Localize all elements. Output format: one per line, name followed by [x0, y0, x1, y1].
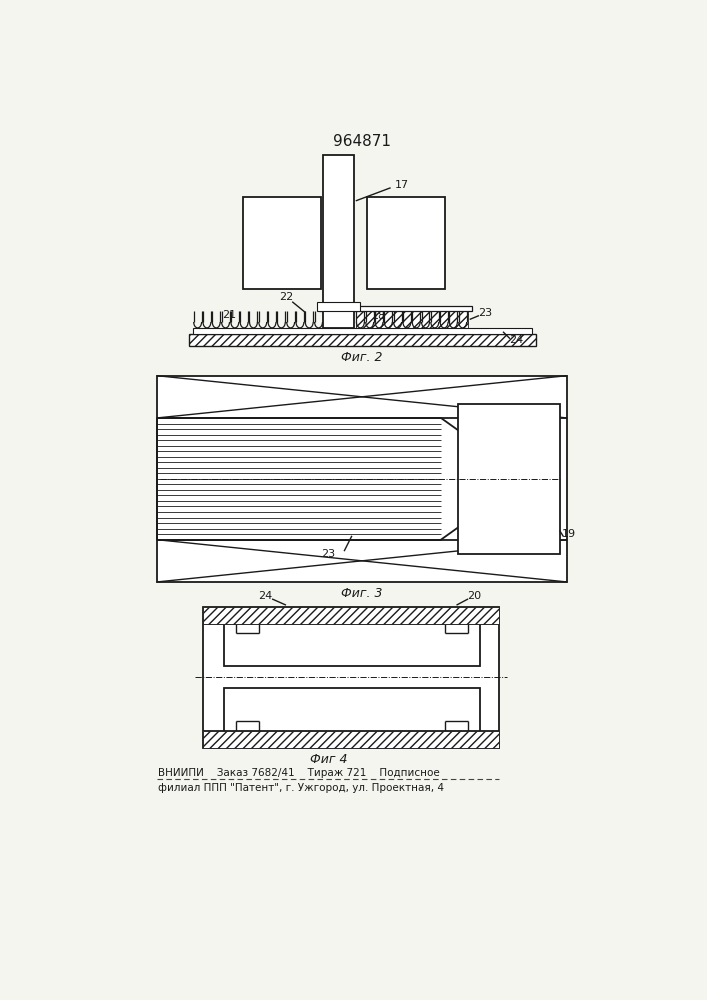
Text: Фиг. 2: Фиг. 2	[341, 351, 382, 364]
Bar	[224, 624, 480, 666]
Bar	[243, 197, 321, 289]
Text: филиал ППП "Патент", г. Ужгород, ул. Проектная, 4: филиал ППП "Патент", г. Ужгород, ул. Про…	[158, 783, 444, 793]
Text: 20: 20	[467, 591, 481, 601]
Bar	[368, 197, 445, 289]
Text: 24: 24	[509, 335, 523, 345]
Text: Фиг. 3: Фиг. 3	[341, 587, 382, 600]
Bar	[320, 306, 472, 311]
Bar	[193, 328, 532, 334]
Text: 17: 17	[395, 180, 409, 190]
Bar	[156, 376, 567, 582]
Bar	[203, 731, 499, 748]
Text: ВНИИПИ    Заказ 7682/41    Тираж 721    Подписное: ВНИИПИ Заказ 7682/41 Тираж 721 Подписное	[158, 768, 440, 778]
Bar	[203, 607, 499, 748]
Text: 964871: 964871	[333, 134, 391, 149]
Text: 21: 21	[223, 310, 236, 320]
Text: 23: 23	[478, 308, 492, 318]
Bar	[189, 334, 537, 346]
Bar	[203, 607, 499, 624]
Text: Фиг 4: Фиг 4	[310, 753, 347, 766]
Text: 23: 23	[322, 549, 336, 559]
Text: 22: 22	[279, 292, 293, 302]
Bar	[317, 302, 361, 311]
Bar	[356, 308, 468, 328]
Text: 19: 19	[562, 529, 576, 539]
Bar	[224, 688, 480, 731]
Text: 24: 24	[258, 591, 272, 601]
Text: 18: 18	[372, 311, 386, 321]
Bar	[458, 404, 559, 554]
Bar	[323, 155, 354, 328]
